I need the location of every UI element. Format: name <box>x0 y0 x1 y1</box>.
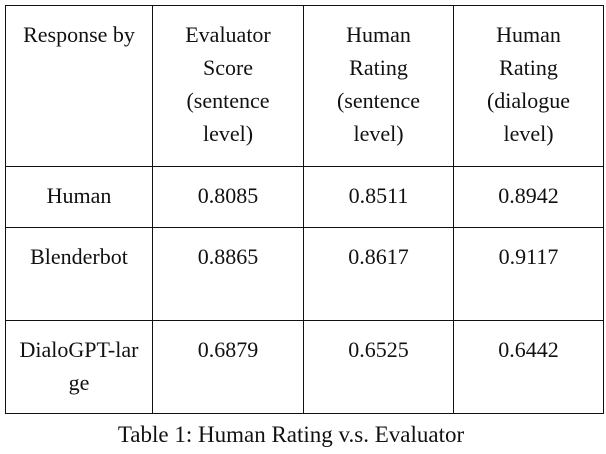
header-cell: Evaluator Score (sentence level) <box>152 5 304 167</box>
row: Blenderbot 0.8865 0.8617 0.9117 <box>5 227 604 321</box>
row-label: DialoGPT-large <box>5 320 153 414</box>
header-cell: Human Rating (sentence level) <box>303 5 454 167</box>
row: Human 0.8085 0.8511 0.8942 <box>5 166 604 228</box>
cell: 0.6442 <box>453 320 604 414</box>
header-cell: Human Rating (dialogue level) <box>453 5 604 167</box>
row-label: Blenderbot <box>5 227 153 321</box>
table-caption: Table 1: Human Rating v.s. Evaluator <box>117 422 465 447</box>
cell: 0.9117 <box>453 227 604 321</box>
results-table: Response by Evaluator Score (sentence le… <box>5 5 604 414</box>
cell: 0.8942 <box>453 166 604 228</box>
cell: 0.8617 <box>303 227 454 321</box>
cell: 0.6879 <box>152 320 304 414</box>
header-cell: Response by <box>5 5 153 167</box>
header-row: Response by Evaluator Score (sentence le… <box>5 5 604 167</box>
cell: 0.8085 <box>152 166 304 228</box>
cell: 0.8511 <box>303 166 454 228</box>
row-label: Human <box>5 166 153 228</box>
cell: 0.6525 <box>303 320 454 414</box>
row: DialoGPT-large 0.6879 0.6525 0.6442 <box>5 320 604 414</box>
cell: 0.8865 <box>152 227 304 321</box>
